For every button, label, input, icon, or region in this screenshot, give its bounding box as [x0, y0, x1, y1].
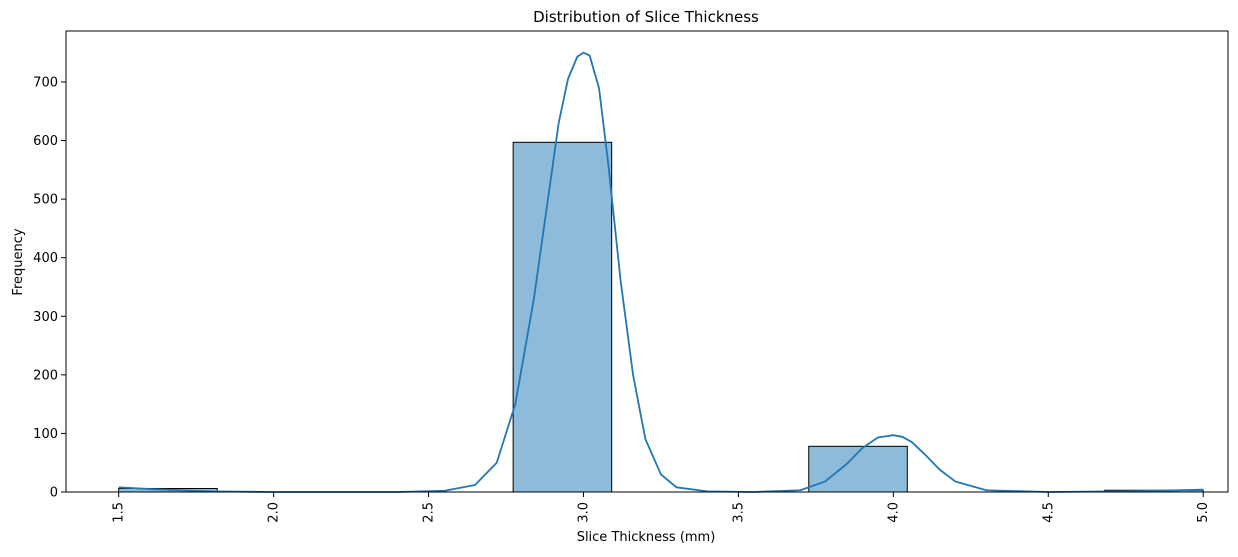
x-axis-ticks: 1.5 2.0 2.5 3.0 3.5 4.0 4.5 5.0 — [112, 492, 1211, 523]
y-tick-label: 400 — [33, 251, 58, 266]
y-tick-label: 0 — [50, 486, 58, 501]
x-tick-label: 3.5 — [731, 502, 746, 523]
chart-title: Distribution of Slice Thickness — [533, 8, 759, 26]
kde-layer — [118, 51, 1204, 493]
histogram-bar — [512, 141, 613, 493]
histogram-bar — [808, 445, 908, 493]
x-tick-label: 3.0 — [576, 502, 591, 523]
x-tick-label: 2.0 — [267, 502, 282, 523]
x-axis-title: Slice Thickness (mm) — [577, 530, 716, 545]
y-axis-ticks: 0 100 200 300 400 500 600 700 — [33, 75, 66, 501]
kde-line — [118, 51, 1204, 493]
bars-layer — [118, 141, 1204, 493]
x-tick-label: 5.0 — [1196, 502, 1211, 523]
y-tick-label: 700 — [33, 75, 58, 90]
y-tick-label: 500 — [33, 193, 58, 208]
y-tick-label: 200 — [33, 368, 58, 383]
plot-frame — [65, 30, 1229, 493]
x-tick-label: 1.5 — [112, 502, 127, 523]
x-tick-label: 4.0 — [886, 502, 901, 523]
y-tick-label: 300 — [33, 310, 58, 325]
y-tick-label: 100 — [33, 427, 58, 442]
x-tick-label: 4.5 — [1041, 502, 1056, 523]
y-axis-title: Frequency — [11, 228, 26, 295]
x-tick-label: 2.5 — [422, 502, 437, 523]
y-tick-label: 600 — [33, 134, 58, 149]
